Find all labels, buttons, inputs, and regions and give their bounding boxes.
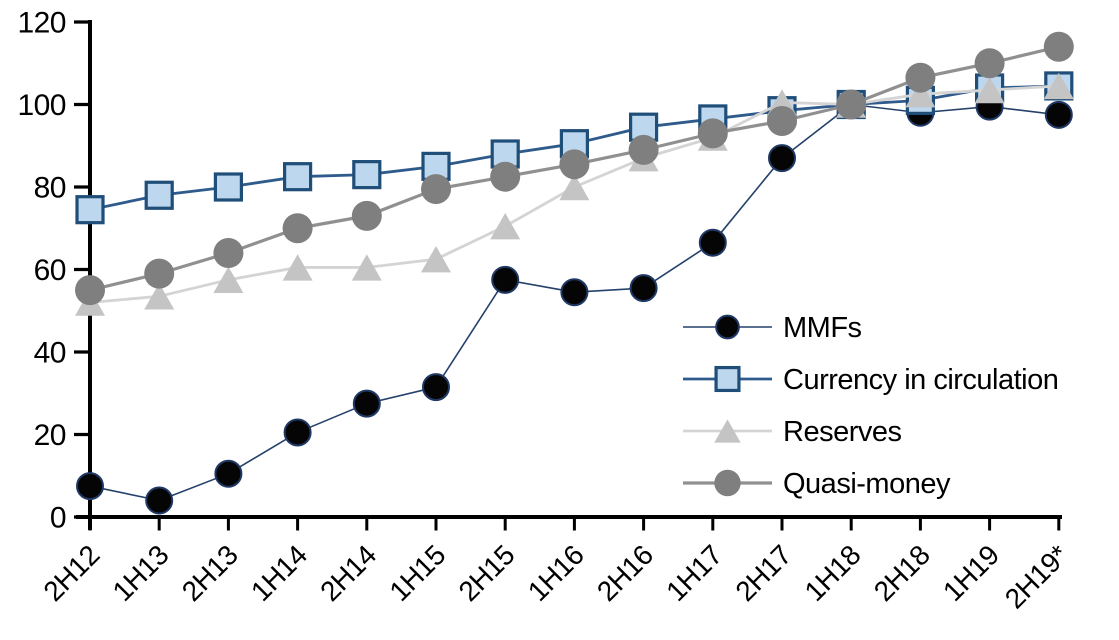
series-marker-quasi-money bbox=[351, 200, 382, 231]
series-marker-currency-in-circulation bbox=[75, 195, 105, 225]
series-marker-currency-in-circulation bbox=[144, 180, 174, 210]
legend-item-currency-in-circulation: Currency in circulation bbox=[683, 364, 1059, 396]
x-tick-label: 1H14 bbox=[245, 539, 313, 607]
series-marker-currency-in-circulation bbox=[352, 160, 382, 190]
series-marker-mmfs bbox=[698, 228, 727, 257]
series-marker-quasi-money bbox=[282, 213, 313, 244]
legend-label-mmfs: MMFs bbox=[783, 312, 862, 344]
series-marker-mmfs bbox=[214, 459, 243, 488]
x-tick-label: 2H14 bbox=[314, 539, 382, 607]
legend: MMFs Currency in circulation Reserves Quasi… bbox=[683, 312, 1059, 500]
series-marker-quasi-money bbox=[213, 238, 244, 268]
series-marker-quasi-money bbox=[905, 62, 936, 93]
series-marker-mmfs bbox=[629, 274, 658, 303]
series-marker-currency-in-circulation bbox=[213, 172, 243, 202]
legend-marker-mmfs bbox=[715, 314, 740, 340]
x-tick-label: 2H15 bbox=[453, 539, 521, 607]
series-marker-mmfs bbox=[283, 418, 312, 447]
y-tick-label: 0 bbox=[50, 502, 66, 535]
series-marker-quasi-money bbox=[559, 149, 590, 180]
series-marker-reserves bbox=[282, 254, 313, 281]
y-tick-label: 80 bbox=[34, 172, 66, 205]
x-tick-label: 2H13 bbox=[176, 539, 244, 607]
series-marker-quasi-money bbox=[490, 161, 521, 192]
x-tick-label: 1H16 bbox=[522, 539, 590, 607]
series-marker-currency-in-circulation bbox=[283, 162, 313, 192]
legend-item-quasi-money: Quasi-money bbox=[683, 468, 951, 500]
series-marker-mmfs bbox=[491, 265, 520, 294]
legend-marker-quasi-money bbox=[714, 469, 741, 497]
series-marker-reserves bbox=[490, 212, 521, 240]
x-tick-label: 2H17 bbox=[729, 539, 797, 607]
series-marker-reserves bbox=[351, 254, 382, 281]
series-marker-mmfs bbox=[145, 486, 174, 515]
series-marker-reserves bbox=[1043, 72, 1074, 100]
series-marker-mmfs bbox=[352, 389, 381, 418]
series-marker-reserves bbox=[421, 245, 451, 273]
series-marker-quasi-money bbox=[767, 106, 797, 136]
x-tick-label: 2H18 bbox=[868, 539, 936, 607]
legend-label-quasi-money: Quasi-money bbox=[783, 468, 951, 500]
series-marker-mmfs bbox=[768, 144, 796, 173]
series-marker-mmfs bbox=[560, 278, 589, 307]
x-tick-label: 2H19* bbox=[999, 539, 1075, 615]
series-marker-reserves bbox=[905, 80, 936, 108]
legend-item-mmfs: MMFs bbox=[683, 312, 862, 344]
y-tick-label: 60 bbox=[34, 254, 66, 287]
series-marker-quasi-money bbox=[75, 275, 105, 306]
series-quasi-money bbox=[75, 31, 1074, 306]
y-tick-label: 20 bbox=[34, 419, 66, 452]
x-tick-label: 2H16 bbox=[591, 539, 659, 607]
x-tick-label: 1H13 bbox=[107, 539, 175, 607]
series-marker-quasi-money bbox=[144, 258, 175, 289]
x-tick-label: 2H12 bbox=[37, 539, 105, 607]
y-tick-label: 120 bbox=[17, 7, 66, 40]
series-marker-reserves bbox=[144, 283, 175, 310]
x-tick-label: 1H19 bbox=[937, 539, 1005, 607]
legend-label-currency-in-circulation: Currency in circulation bbox=[783, 364, 1058, 396]
series-marker-quasi-money bbox=[974, 48, 1005, 79]
series-marker-mmfs bbox=[1044, 100, 1073, 129]
series-marker-reserves bbox=[559, 173, 590, 201]
legend-marker-currency-in-circulation bbox=[714, 365, 741, 393]
series-marker-mmfs bbox=[422, 373, 450, 402]
x-tick-label: 1H15 bbox=[383, 539, 451, 607]
legend-marker-reserves bbox=[714, 419, 741, 443]
x-tick-label: 1H17 bbox=[660, 539, 728, 607]
y-tick-label: 100 bbox=[17, 89, 66, 122]
y-tick-label: 40 bbox=[34, 337, 66, 370]
series-marker-quasi-money bbox=[1043, 31, 1074, 62]
legend-item-reserves: Reserves bbox=[683, 416, 902, 448]
series-marker-mmfs bbox=[76, 472, 104, 501]
series-marker-quasi-money bbox=[697, 118, 728, 149]
series-marker-quasi-money bbox=[628, 134, 659, 165]
series-marker-quasi-money bbox=[836, 89, 867, 120]
series-mmfs bbox=[76, 90, 1073, 515]
series-marker-reserves bbox=[213, 266, 244, 294]
series-marker-reserves bbox=[974, 76, 1005, 104]
series-marker-quasi-money bbox=[421, 174, 451, 205]
x-tick-label: 1H18 bbox=[799, 539, 867, 607]
legend-label-reserves: Reserves bbox=[783, 416, 902, 448]
